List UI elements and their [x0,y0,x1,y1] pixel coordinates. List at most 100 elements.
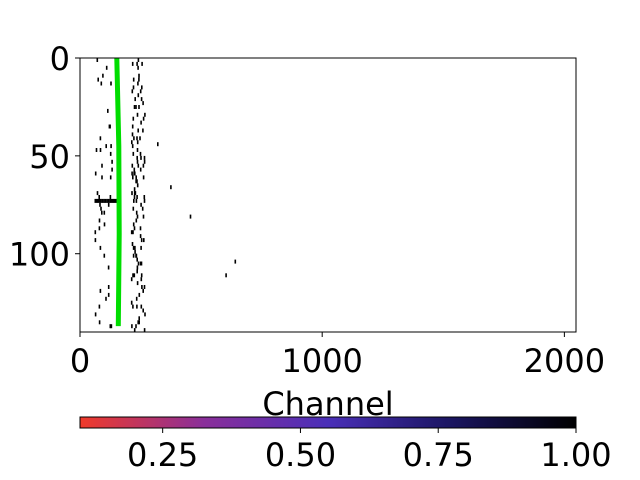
colorbar-tick-label: 1.00 [540,436,611,474]
hit-pixel [234,259,237,264]
hit-pixel [130,277,133,282]
colorbar-ticks: 0.25 0.50 0.75 1.00 [127,428,612,474]
hit-pixel [136,304,138,309]
hit-pixel [134,245,136,250]
hit-pixel [94,238,97,243]
hit-pixel [105,296,107,301]
hit-pixel [138,73,140,78]
hit-pixel [139,261,142,266]
hit-pixel [98,320,101,325]
hit-pixel [140,97,143,102]
x-tick-label: 1000 [281,342,362,380]
hit-pixel [134,97,136,102]
hit-pixel [109,324,112,329]
hit-pixel [225,273,227,278]
hit-pixel [96,191,99,196]
hit-pixel [143,198,146,203]
hit-pixel [132,222,135,227]
hit-pixel [114,198,117,203]
hit-pixel [135,253,137,258]
hit-pixel [142,214,145,219]
hit-pixel [99,136,102,141]
hit-pixel [98,226,101,231]
hit-pixel [137,58,140,62]
hit-pixel [133,105,136,109]
hit-pixel [136,183,139,188]
hit-pixel [137,163,140,168]
hit-pixel [136,159,139,164]
hit-pixel [136,179,138,184]
hit-pixel [98,198,101,203]
hit-pixel [133,273,136,278]
hit-pixel [97,198,99,203]
hit-pixel [133,226,136,231]
hit-pixel [130,300,133,305]
hit-pixel [132,206,135,211]
y-axis: 0 50 100 [9,40,80,274]
colorbar-gradient [79,416,577,429]
hit-pixel [138,320,140,325]
hit-pixel [132,151,135,156]
hit-pixel [109,151,112,156]
hit-pixel [106,198,108,203]
hit-pixel [103,210,106,215]
hit-pixel [133,167,136,172]
hit-pixel [101,198,104,203]
hit-pixel [99,148,102,152]
hit-pixel [140,120,142,125]
hit-pixel [136,214,139,219]
hit-pixel [135,179,137,184]
hit-pixel [136,195,138,199]
hit-pixel [142,308,144,313]
hit-pixel [105,144,107,149]
hit-pixel [143,195,146,199]
plot-frame [79,57,577,333]
hit-pixel [107,265,110,270]
hit-pixel [104,198,107,203]
hit-pixel [98,195,100,199]
hit-pixel [189,214,192,219]
hit-pixel [133,187,136,192]
hit-pixel [144,312,146,317]
hit-pixel [140,273,143,278]
plot-area [79,57,577,333]
hit-pixel [112,198,114,203]
hit-pixel [136,257,138,262]
x-axis: 0 1000 2000 [70,332,605,380]
hit-pixel [133,198,135,203]
colorbar: 0.25 0.50 0.75 1.00 [79,416,612,474]
hit-pixel [99,245,102,250]
hit-pixel [133,136,135,141]
hit-pixel [140,277,143,282]
hit-pixel [138,105,140,109]
x-tick-label: 0 [70,342,90,380]
hit-pixel [109,175,112,180]
hit-pixel [98,304,101,309]
hit-pixel [131,89,134,94]
hit-pixel [110,81,112,86]
hit-pixel [137,81,139,86]
hit-pixel [140,304,143,309]
x-tick-label: 2000 [524,342,605,380]
hit-pixel [131,324,133,329]
hit-pixel [141,285,143,289]
hit-pixel [131,132,134,137]
hit-pixel [136,140,139,145]
hit-pixel [94,230,97,235]
hit-pixel [107,202,110,207]
hit-pixel [139,151,142,156]
hits-layer [94,58,237,333]
hit-pixel [131,242,134,246]
hit-pixel [139,234,142,239]
hit-pixel [140,238,143,243]
hit-pixel [136,112,139,117]
hit-pixel [136,148,139,152]
hit-pixel [111,167,113,172]
hit-pixel [107,108,109,113]
hit-pixel [136,269,138,274]
hit-pixel [107,285,110,289]
hit-pixel [137,128,139,133]
hit-pixel [94,198,97,203]
hit-pixel [136,61,138,66]
